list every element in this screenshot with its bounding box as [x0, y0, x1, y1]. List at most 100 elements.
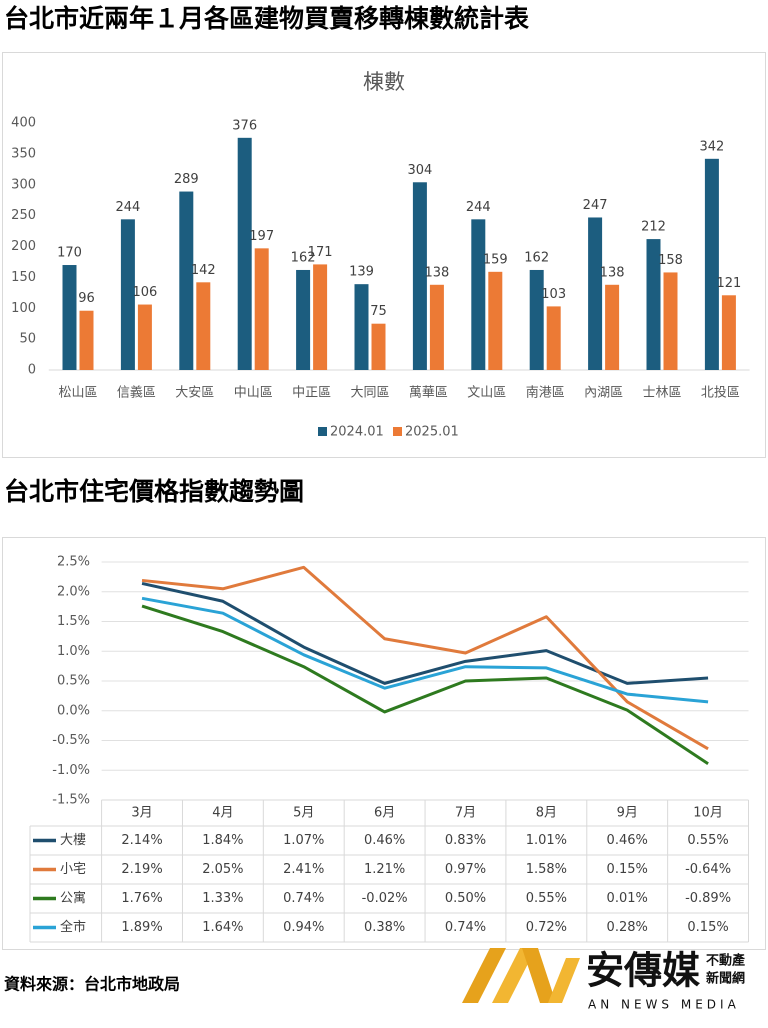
x-tick-label: 9月 [617, 806, 638, 821]
table-cell: 2.41% [283, 862, 324, 877]
chart-subtitle: 棟數 [363, 70, 405, 94]
bar [412, 182, 427, 370]
bar [721, 295, 736, 370]
logo-english: AN NEWS MEDIA [588, 998, 740, 1012]
data-label: 289 [174, 172, 199, 187]
y-tick-label: 1.0% [57, 644, 90, 659]
logo-mark [462, 948, 506, 1003]
x-tick-label: 10月 [693, 806, 723, 821]
legend-label: 公寓 [60, 890, 86, 906]
logo-mark [522, 948, 556, 1003]
table-cell: 2.19% [121, 862, 162, 877]
y-tick-label: 250 [11, 208, 36, 223]
data-label: 103 [541, 287, 566, 302]
table-cell: 1.58% [526, 862, 567, 877]
y-tick-label: 0 [28, 363, 36, 378]
y-tick-label: 100 [11, 301, 36, 316]
x-tick-label: 中山區 [234, 386, 273, 401]
data-label: 244 [466, 200, 491, 215]
x-tick-label: 大同區 [350, 386, 389, 401]
data-label: 121 [716, 276, 741, 291]
x-tick-label: 7月 [455, 806, 476, 821]
table-cell: 0.15% [687, 920, 728, 935]
y-tick-label: 50 [19, 332, 36, 347]
chart-title: 台北市住宅價格指數趨勢圖 [4, 477, 304, 506]
table-cell: 1.33% [202, 891, 243, 906]
table-cell: 0.72% [526, 920, 567, 935]
bar [196, 282, 211, 370]
y-tick-label: -0.5% [52, 733, 90, 748]
table-cell: 0.46% [607, 833, 648, 848]
source-note: 資料來源：台北市地政局 [4, 975, 180, 994]
data-label: 138 [424, 265, 449, 280]
x-tick-label: 信義區 [117, 385, 156, 401]
series-line [141, 565, 709, 751]
x-tick-label: 萬華區 [409, 386, 448, 401]
x-tick-label: 中正區 [292, 386, 331, 401]
bar [120, 219, 135, 370]
data-label: 247 [583, 198, 608, 213]
table-cell: 0.50% [445, 891, 486, 906]
table-cell: 1.07% [283, 833, 324, 848]
data-label: 304 [407, 163, 432, 178]
bar [371, 323, 386, 370]
y-tick-label: 400 [11, 116, 36, 131]
data-label: 159 [483, 252, 508, 267]
table-cell: 1.76% [121, 891, 162, 906]
data-label: 142 [191, 263, 216, 278]
logo-tag: 新聞網 [706, 971, 745, 987]
table-cell: 0.15% [607, 862, 648, 877]
logo: 安傳媒 不動產 新聞網 AN NEWS MEDIA [462, 948, 745, 1012]
legend-label: 大樓 [60, 833, 86, 848]
x-tick-label: 8月 [536, 806, 557, 821]
y-tick-label: 350 [11, 146, 36, 161]
data-label: 212 [641, 220, 666, 235]
table-cell: 2.05% [202, 862, 243, 877]
bar [588, 217, 603, 370]
bar [605, 284, 620, 370]
table-cell: 1.21% [364, 862, 405, 877]
chart-title: 台北市近兩年１月各區建物買賣移轉棟數統計表 [4, 4, 530, 33]
data-label: 244 [115, 200, 140, 215]
table-cell: 1.89% [121, 920, 162, 935]
y-tick-label: -1.5% [52, 793, 90, 808]
x-tick-label: 大安區 [175, 386, 214, 401]
x-tick-label: 3月 [131, 806, 152, 821]
logo-tag: 不動產 [706, 953, 745, 969]
x-tick-label: 松山區 [58, 386, 97, 401]
table-cell: -0.64% [685, 862, 731, 877]
legend-label: 小宅 [60, 862, 86, 877]
bar [79, 310, 94, 370]
x-tick-label: 5月 [293, 806, 314, 821]
chart-frame [2, 537, 766, 950]
table-cell: 0.74% [283, 891, 324, 906]
data-label: 197 [249, 229, 274, 244]
y-tick-label: 0.5% [57, 674, 90, 689]
bar [471, 219, 486, 370]
table-cell: 1.84% [202, 833, 243, 848]
table-cell: 0.74% [445, 920, 486, 935]
bar [488, 271, 503, 370]
bar [354, 284, 369, 370]
table-cell: -0.02% [362, 891, 408, 906]
logo-name: 安傳媒 [586, 949, 700, 993]
table-cell: 0.94% [283, 920, 324, 935]
legend-swatch [393, 427, 402, 436]
x-tick-label: 北投區 [701, 385, 740, 401]
logo-mark [548, 958, 580, 1003]
table-cell: 0.38% [364, 920, 405, 935]
series-line [141, 581, 709, 685]
table-cell: -0.89% [685, 891, 731, 906]
table-cell: 0.83% [445, 833, 486, 848]
data-label: 96 [78, 291, 95, 306]
y-tick-label: -1.0% [52, 763, 90, 778]
data-label: 170 [57, 246, 82, 261]
x-tick-label: 內湖區 [584, 386, 623, 401]
table-cell: 1.01% [526, 833, 567, 848]
table-cell: 0.28% [607, 920, 648, 935]
x-tick-label: 南港區 [526, 385, 565, 401]
table-cell: 0.55% [526, 891, 567, 906]
data-label: 106 [132, 285, 157, 300]
legend-swatch [318, 427, 327, 436]
